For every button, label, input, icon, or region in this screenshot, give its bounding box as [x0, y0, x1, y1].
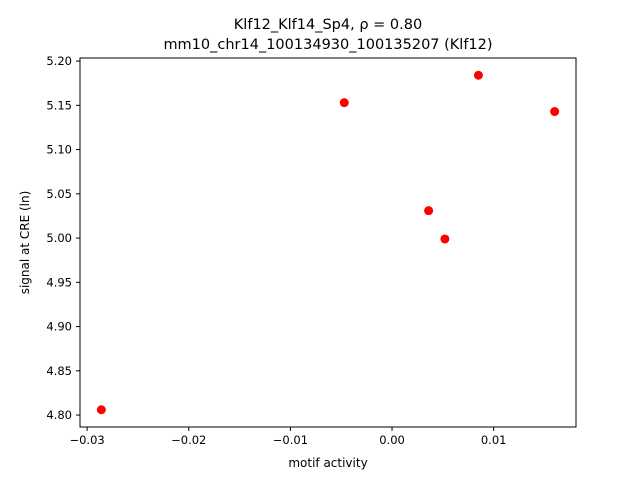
data-point	[550, 107, 560, 117]
x-tick-label: −0.03	[69, 433, 104, 447]
x-tick-label: 0.00	[379, 433, 405, 447]
data-point	[96, 405, 106, 415]
y-axis-label: signal at CRE (ln)	[18, 191, 32, 295]
data-point	[440, 234, 450, 244]
x-tick-label: 0.01	[481, 433, 507, 447]
x-tick-label: −0.02	[171, 433, 206, 447]
data-point	[473, 70, 483, 80]
y-tick-label: 4.95	[46, 275, 72, 289]
x-axis-label: motif activity	[288, 456, 367, 470]
y-tick-label: 4.90	[46, 320, 72, 334]
y-tick-label: 5.05	[46, 187, 72, 201]
y-tick-label: 4.85	[46, 364, 72, 378]
y-tick-label: 5.15	[46, 98, 72, 112]
plot-area-frame	[79, 57, 577, 428]
data-point	[424, 206, 434, 216]
data-points	[96, 70, 560, 415]
y-tick-label: 5.10	[46, 143, 72, 157]
y-tick-label: 5.00	[46, 231, 72, 245]
y-tick-label: 4.80	[46, 408, 72, 422]
y-axis-ticks: 4.80 4.85 4.90 4.95 5.00 5.05 5.10 5.15 5.20	[46, 54, 80, 422]
y-tick-label: 5.20	[46, 54, 72, 68]
chart-subtitle: mm10_chr14_100134930_100135207 (Klf12)	[163, 37, 492, 53]
data-point	[339, 98, 349, 108]
x-tick-label: −0.01	[273, 433, 308, 447]
x-axis-ticks: −0.03 −0.02 −0.01 0.00 0.01	[69, 427, 506, 447]
chart-title: Klf12_Klf14_Sp4, ρ = 0.80	[234, 17, 422, 33]
